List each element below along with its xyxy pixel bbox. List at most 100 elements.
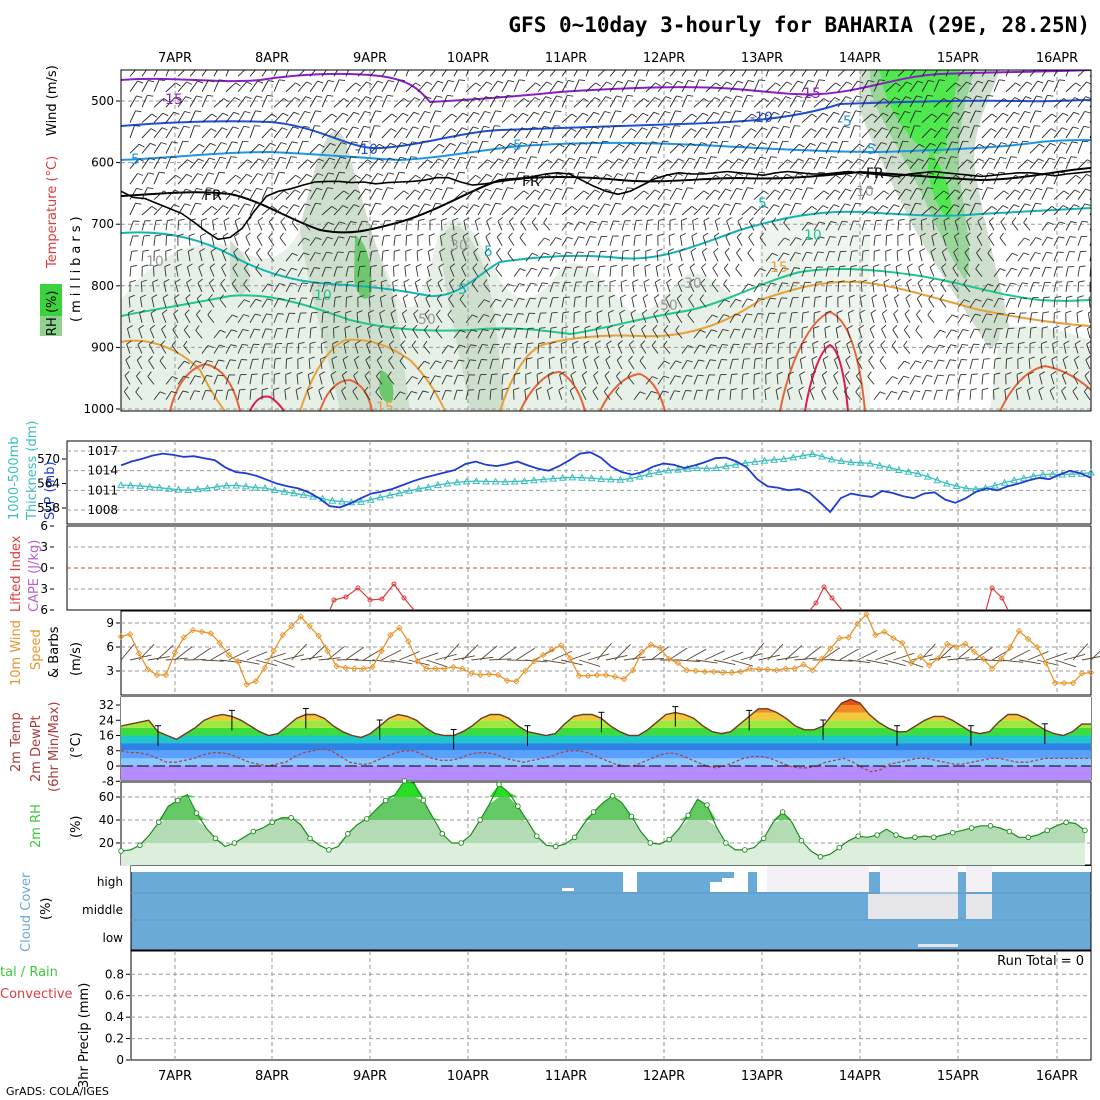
wind-barb-staff xyxy=(273,328,278,339)
wind-barb-flag xyxy=(426,173,433,178)
rh-point xyxy=(420,797,427,804)
wind-barb-staff xyxy=(645,82,656,93)
wind-barb-flag xyxy=(326,251,333,254)
wind-barb-staff xyxy=(393,190,404,200)
wind-barb-flag xyxy=(784,203,791,206)
wind-barb-flag xyxy=(592,126,599,130)
wind-barb-flag xyxy=(1038,143,1045,148)
wind-barb-flag xyxy=(175,263,182,268)
wind10m-point xyxy=(477,671,484,679)
wind-barb-flag xyxy=(205,389,212,392)
wind-barb-flag xyxy=(735,298,742,302)
wind10m-point xyxy=(423,665,430,672)
wind-barb-flag xyxy=(724,203,731,206)
thickness-point xyxy=(280,487,289,495)
wind-barb-flag xyxy=(208,79,215,83)
wind-barb-staff xyxy=(225,359,231,370)
wind-barb-flag xyxy=(532,252,538,257)
wind-barb-flag xyxy=(339,79,346,82)
wind-barb-flag xyxy=(800,356,807,360)
wind-barb-flag xyxy=(719,388,726,391)
wind-barb-staff xyxy=(465,156,472,169)
wind-barb-staff xyxy=(1039,374,1043,385)
wind10m-barb xyxy=(264,652,286,661)
wind-barb-flag xyxy=(870,309,877,314)
wind-barb-staff xyxy=(225,374,230,385)
wind-barb-flag xyxy=(916,187,923,191)
wind-barb-flag xyxy=(1045,266,1052,269)
temp2m-line xyxy=(120,698,1091,741)
wind-barb-staff xyxy=(309,237,317,247)
wind10m-barb xyxy=(803,646,822,661)
wind-barb-flag xyxy=(939,329,946,333)
wind-barb-flag xyxy=(811,206,818,211)
wind-barb-flag xyxy=(152,279,159,283)
wind-barb-flag xyxy=(364,371,370,377)
contour-label: 30 xyxy=(684,276,702,292)
wind-barb-staff xyxy=(561,267,567,277)
wind-barb-staff xyxy=(237,159,248,170)
wind-barb-staff xyxy=(1089,240,1091,246)
wind-barb-staff xyxy=(642,297,647,308)
wind-barb-staff xyxy=(753,283,760,293)
wind-barb-flag xyxy=(723,314,730,317)
wind-barb-flag xyxy=(761,127,768,131)
wind-barb-staff xyxy=(501,157,510,170)
wind-barb-staff xyxy=(165,126,174,139)
wind-barb-staff xyxy=(561,312,564,323)
wind-barb-staff xyxy=(800,343,803,354)
wind-barb-staff xyxy=(861,172,869,185)
rh-point xyxy=(1082,827,1088,834)
wind-barb-staff xyxy=(1077,111,1086,123)
wind-barb-flag xyxy=(823,190,829,195)
temp2m-label-c: (6hr Min/Max) xyxy=(47,702,62,792)
wind-barb-flag xyxy=(498,143,505,148)
wind-barb-staff xyxy=(929,267,935,277)
wind-barb-flag xyxy=(882,205,889,209)
wind-barb-flag xyxy=(630,128,637,132)
wind-barb-flag xyxy=(495,202,502,205)
wind-barb-flag xyxy=(607,325,613,329)
wind-barb-staff xyxy=(225,97,236,108)
wind-barb-staff xyxy=(501,143,511,154)
wind-barb-staff xyxy=(463,220,467,231)
wind-barb-staff xyxy=(933,70,938,77)
wind-barb-flag xyxy=(1036,95,1043,98)
wind-barb-staff xyxy=(333,297,336,308)
wind-barb-flag xyxy=(988,79,995,83)
wind-barb-flag xyxy=(267,94,274,97)
wind-barb-flag xyxy=(1085,96,1091,100)
wind-barb-flag xyxy=(471,278,477,285)
wind10m-point xyxy=(530,658,538,665)
wind-barb-flag xyxy=(953,204,960,208)
wind-barb-flag xyxy=(905,294,911,299)
wind-barb-staff xyxy=(1000,221,1007,231)
wind-barb-flag xyxy=(197,80,204,84)
wind-barb-staff xyxy=(907,251,911,262)
contour-label: 10 xyxy=(856,184,874,200)
wind-barb-flag xyxy=(483,314,490,317)
rh-point xyxy=(912,834,918,841)
wind-barb-flag xyxy=(400,156,407,160)
wind-barb-staff xyxy=(760,221,767,231)
wind-barb-staff xyxy=(891,345,899,354)
wind-barb-staff xyxy=(981,80,989,92)
wind-barb-flag xyxy=(136,187,143,191)
wind-barb-flag xyxy=(976,232,982,238)
wind-barb-staff xyxy=(639,360,647,370)
wind-barb-flag xyxy=(674,375,681,378)
wind-barb-staff xyxy=(525,282,532,293)
thickness-point xyxy=(424,483,433,491)
wind-barb-flag xyxy=(280,217,286,223)
wind-barb-staff xyxy=(405,141,413,154)
wind-barb-staff xyxy=(1017,126,1025,139)
wind-barb-staff xyxy=(183,345,191,354)
wind-barb-staff xyxy=(741,95,748,108)
wind-barb-staff xyxy=(681,187,688,200)
wind-barb-staff xyxy=(1053,205,1064,216)
wind-barb-flag xyxy=(517,313,524,315)
wind-barb-staff xyxy=(237,111,246,123)
thickness-point xyxy=(856,458,865,466)
wind-barb-flag xyxy=(147,94,154,97)
wind10m-point xyxy=(432,665,439,672)
